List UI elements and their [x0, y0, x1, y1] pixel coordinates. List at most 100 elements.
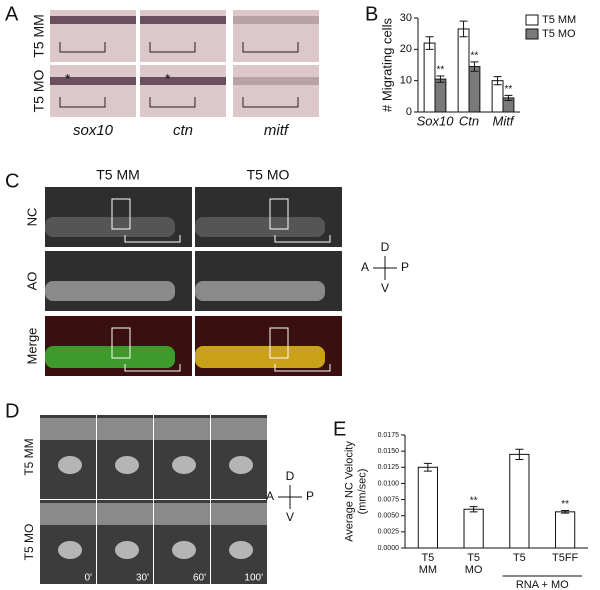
significance: **	[471, 51, 479, 62]
signal	[195, 281, 325, 301]
tissue	[40, 503, 96, 525]
signal	[45, 281, 175, 301]
bar	[417, 466, 438, 549]
tissue	[97, 503, 153, 525]
x-tick-label: Ctn	[459, 113, 479, 128]
y-axis-label: # Migrating cells	[379, 18, 394, 112]
y-tick-label: 0	[406, 106, 412, 118]
cell	[172, 541, 196, 559]
time-label: 100'	[244, 573, 263, 584]
error-bar	[493, 76, 502, 86]
row-label: AO	[24, 272, 39, 291]
significance: **	[470, 495, 478, 506]
error-bar	[515, 448, 524, 461]
tissue	[40, 418, 96, 440]
bar	[555, 511, 576, 549]
y-tick-label: 20	[400, 43, 412, 55]
y-tick-label: 0.0025	[378, 529, 400, 536]
significance: **	[437, 65, 445, 76]
y-tick-label: 0.0000	[378, 545, 400, 552]
merge-signal	[45, 346, 175, 368]
embryo-image	[50, 65, 136, 117]
y-tick-label: 0.0075	[378, 496, 400, 503]
bracket	[149, 97, 196, 108]
compass-label: D	[381, 240, 390, 254]
x-tick-label: T5	[467, 552, 480, 564]
pigment-band	[50, 16, 136, 24]
column-label: ctn	[173, 122, 193, 139]
compass-label: P	[306, 489, 314, 503]
cell	[115, 456, 139, 474]
x-tick-label: T5FF	[552, 552, 579, 564]
y-tick-label: 0.0150	[378, 448, 400, 455]
bar	[423, 42, 436, 113]
cell	[58, 456, 82, 474]
merge-signal	[195, 346, 325, 368]
error-bar	[436, 75, 445, 83]
bar	[463, 508, 484, 549]
group-label: RNA + MO	[516, 579, 569, 590]
legend-label: T5 MO	[542, 28, 576, 40]
roi-box	[111, 327, 131, 359]
error-bar	[470, 61, 479, 72]
embryo-image	[233, 65, 319, 117]
error-bar	[504, 94, 513, 101]
row-label: NC	[24, 208, 39, 227]
legend-swatch	[525, 28, 539, 40]
panel-label: C	[5, 170, 19, 192]
cell	[115, 541, 139, 559]
compass-label: V	[381, 281, 389, 295]
y-axis-label: Average NC Velocity	[343, 441, 355, 542]
roi-box	[111, 198, 131, 230]
row-label: T5 MM	[31, 14, 47, 58]
bracket	[59, 42, 106, 53]
y-tick-label: 0.0100	[378, 480, 400, 487]
asterisk: *	[165, 71, 171, 87]
compass-label: A	[361, 260, 369, 274]
significance: **	[505, 84, 513, 95]
y-axis-label: (mm/sec)	[356, 469, 368, 515]
bar	[434, 78, 447, 113]
bracket	[124, 364, 181, 372]
row-label: T5 MO	[31, 70, 47, 113]
cell	[229, 456, 253, 474]
bracket	[149, 42, 196, 53]
bar	[468, 66, 481, 113]
bar	[509, 453, 530, 549]
panel-label: D	[5, 400, 19, 422]
y-tick-label: 0.0125	[378, 464, 400, 471]
pigment-band	[50, 77, 136, 85]
signal	[45, 217, 175, 237]
error-bar	[423, 462, 432, 472]
bracket	[274, 364, 331, 372]
x-tick-label: MO	[465, 564, 483, 576]
embryo-image	[140, 65, 226, 117]
error-bar	[561, 510, 570, 514]
x-tick-label: MM	[419, 564, 437, 576]
x-tick-label: T5	[421, 552, 434, 564]
y-tick-label: 30	[400, 12, 412, 24]
legend-label: T5 MM	[542, 14, 576, 26]
error-bar	[425, 36, 434, 50]
bracket	[124, 235, 181, 243]
row-label: T5 MO	[22, 524, 36, 561]
pigment-band	[233, 77, 319, 85]
panel-label: B	[365, 3, 378, 25]
tissue	[154, 503, 210, 525]
bracket	[242, 97, 299, 108]
cell	[172, 456, 196, 474]
asterisk: *	[65, 71, 71, 87]
cell	[229, 541, 253, 559]
pigment-band	[140, 77, 226, 85]
column-label: T5 MM	[96, 167, 140, 183]
compass-label: D	[286, 469, 295, 483]
error-bar	[459, 20, 468, 38]
roi-box	[269, 327, 289, 359]
time-label: 60'	[193, 573, 206, 584]
compass-label: A	[266, 489, 274, 503]
compass-label: V	[286, 510, 294, 524]
tissue	[97, 418, 153, 440]
significance: **	[561, 499, 569, 510]
column-label: T5 MO	[247, 167, 290, 183]
